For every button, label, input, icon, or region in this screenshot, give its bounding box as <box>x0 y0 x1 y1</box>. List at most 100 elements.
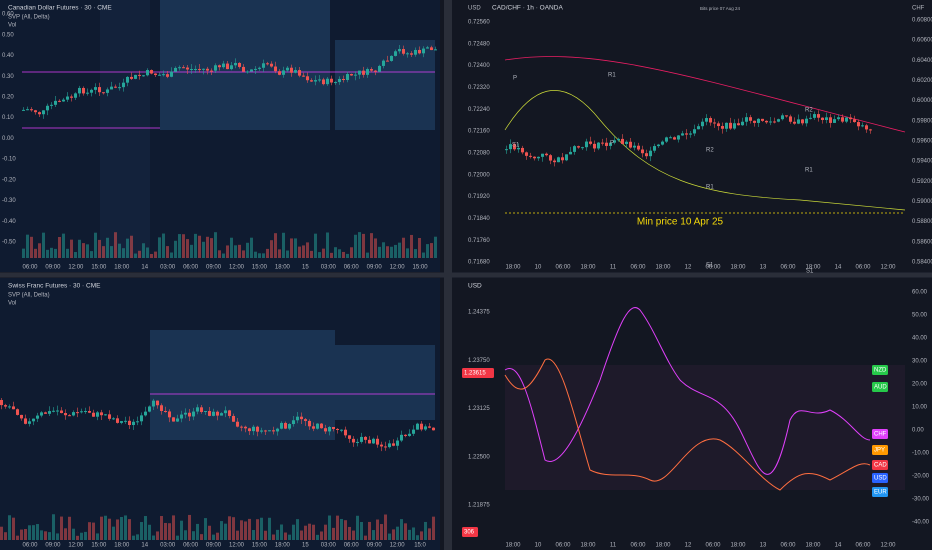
candle <box>322 79 325 85</box>
x-axis-label: 18:00 <box>730 265 746 271</box>
price-tag <box>872 473 888 483</box>
indicator-label: Vol <box>8 23 16 29</box>
candle <box>685 133 688 135</box>
candle <box>681 133 684 136</box>
y-axis-label: 0.71920 <box>468 194 490 200</box>
annotation: Min price 10 Apr 25 <box>637 217 724 228</box>
candle <box>46 105 49 111</box>
candle <box>298 70 301 76</box>
candle <box>364 436 367 440</box>
candle <box>398 49 401 52</box>
volume <box>32 525 35 540</box>
x-axis-label: 14 <box>835 543 842 549</box>
x-axis-label: 11 <box>610 265 617 271</box>
candle <box>761 118 764 121</box>
volume <box>260 517 263 540</box>
candle <box>122 82 125 88</box>
candle <box>92 412 95 417</box>
candle <box>653 146 656 151</box>
candle <box>210 70 213 72</box>
candle <box>404 434 407 436</box>
candle <box>370 69 373 71</box>
volume <box>406 248 409 258</box>
candle <box>40 412 43 416</box>
candle <box>242 66 245 72</box>
strength-line <box>504 307 871 475</box>
candle <box>605 142 608 146</box>
x-axis-label: 09:00 <box>206 265 222 271</box>
volume <box>330 252 333 258</box>
candle <box>737 123 740 126</box>
candle <box>705 118 708 122</box>
candle <box>709 118 712 123</box>
candle <box>781 115 784 120</box>
candle <box>386 60 389 62</box>
y-axis-label: 0.59200 <box>912 179 932 185</box>
x-axis-label: 06:00 <box>855 265 871 271</box>
candle <box>240 426 243 428</box>
candle <box>112 418 115 420</box>
candle <box>96 412 99 417</box>
volume <box>50 247 53 258</box>
x-axis-label: 12:00 <box>229 543 245 549</box>
y-axis-label: -0.30 <box>2 198 16 204</box>
candle <box>116 418 119 423</box>
candle <box>557 157 560 163</box>
volume <box>134 253 137 258</box>
candle <box>402 49 405 54</box>
volume <box>302 245 305 258</box>
annotation: R2 <box>706 148 714 154</box>
candle <box>262 63 265 68</box>
y-axis-label: 0.59400 <box>912 159 932 165</box>
volume <box>288 534 291 540</box>
candle <box>114 86 117 88</box>
candle <box>430 47 433 51</box>
session-shade <box>335 40 435 130</box>
volume <box>368 521 371 540</box>
volume <box>178 234 181 258</box>
y-axis-label: 0.30 <box>2 74 14 80</box>
candle <box>817 114 820 118</box>
candle <box>250 69 253 72</box>
x-axis-label: 12:00 <box>229 265 245 271</box>
candle <box>350 74 353 76</box>
volume <box>80 532 83 540</box>
candle <box>296 416 299 421</box>
volume <box>198 235 201 258</box>
price-tag <box>462 527 478 537</box>
candle <box>641 149 644 154</box>
session-shade <box>150 330 335 440</box>
candle <box>254 68 257 70</box>
volume <box>380 524 383 540</box>
currency-label: CHF <box>912 6 925 12</box>
volume <box>412 527 415 540</box>
volume <box>194 233 197 258</box>
volume <box>324 524 327 540</box>
volume <box>162 233 165 258</box>
panel-title: USD <box>468 283 482 290</box>
volume <box>42 232 45 258</box>
volume <box>284 532 287 540</box>
panel-bg <box>460 0 932 272</box>
x-axis-label: 12:00 <box>390 265 406 271</box>
volume <box>88 522 91 540</box>
candle <box>382 60 385 66</box>
volume <box>282 232 285 258</box>
volume <box>76 535 79 540</box>
volume <box>256 519 259 540</box>
candle <box>549 155 552 161</box>
candle <box>52 410 55 412</box>
volume <box>204 518 207 540</box>
candle <box>414 49 417 55</box>
candle <box>184 412 187 415</box>
y-axis-label: 10.00 <box>912 405 928 411</box>
candle <box>142 75 145 77</box>
x-axis-label: 06:00 <box>780 543 796 549</box>
candle <box>601 142 604 144</box>
price-tag-label: CAD <box>874 463 887 469</box>
candle <box>741 121 744 126</box>
candle <box>833 119 836 123</box>
volume <box>200 534 203 540</box>
price-tag <box>462 368 494 378</box>
volume <box>310 250 313 258</box>
